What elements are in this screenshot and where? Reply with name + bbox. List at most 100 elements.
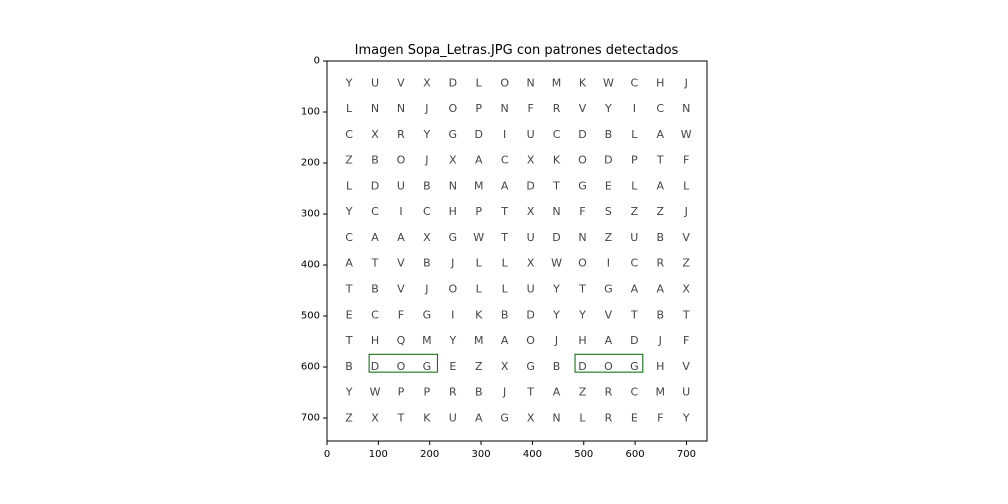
grid-letter: A (345, 257, 353, 270)
grid-letter: W (370, 386, 381, 399)
grid-letter: M (656, 386, 666, 399)
grid-letter: B (423, 179, 431, 192)
grid-letter: Z (631, 205, 639, 218)
grid-letter: T (552, 179, 560, 192)
grid-letter: J (554, 334, 558, 347)
grid-letter: U (630, 231, 638, 244)
grid-letter: A (475, 411, 483, 424)
grid-letter: D (604, 154, 612, 167)
x-tick-label: 200 (420, 449, 439, 460)
chart-title: Imagen Sopa_Letras.JPG con patrones dete… (355, 43, 679, 58)
grid-letter: V (605, 308, 613, 321)
grid-letter: L (476, 257, 483, 270)
grid-letter: K (553, 154, 561, 167)
grid-letter: X (527, 257, 535, 270)
y-tick-label: 0 (314, 56, 320, 67)
grid-letter: A (631, 283, 639, 296)
grid-letter: T (656, 154, 664, 167)
grid-letter: J (684, 205, 688, 218)
grid-letter: O (448, 102, 457, 115)
grid-letter: N (397, 102, 405, 115)
grid-letter: P (631, 154, 638, 167)
grid-letter: Y (682, 411, 690, 424)
grid-letter: B (656, 231, 664, 244)
grid-letter: R (605, 386, 613, 399)
grid-letter: X (501, 360, 509, 373)
grid-letter: M (474, 334, 484, 347)
y-tick-label: 300 (301, 209, 320, 220)
grid-letter: G (500, 411, 509, 424)
grid-letter: J (424, 102, 428, 115)
grid-letter: L (502, 283, 509, 296)
grid-letter: T (500, 231, 508, 244)
grid-letter: A (501, 179, 509, 192)
grid-letter: X (423, 76, 431, 89)
x-tick-label: 500 (574, 449, 593, 460)
grid-letter: Z (345, 154, 353, 167)
grid-letter: L (346, 102, 353, 115)
grid-letter: Z (682, 257, 690, 270)
grid-letter: L (502, 257, 509, 270)
grid-letter: U (397, 179, 405, 192)
grid-letter: F (579, 205, 585, 218)
grid-letter: E (346, 308, 353, 321)
grid-letter: A (397, 231, 405, 244)
grid-letter: T (397, 411, 405, 424)
grid-letter: D (475, 128, 483, 141)
grid-letter: B (553, 360, 561, 373)
grid-letter: H (656, 76, 664, 89)
grid-letter: C (345, 231, 353, 244)
grid-letter: C (656, 102, 664, 115)
grid-letter: G (423, 360, 432, 373)
grid-letter: G (449, 128, 458, 141)
grid-letter: N (552, 411, 560, 424)
grid-letter: J (658, 334, 662, 347)
grid-letter: C (423, 205, 431, 218)
grid-letter: Z (475, 360, 483, 373)
detection-box (368, 353, 438, 373)
grid-letter: Z (345, 411, 353, 424)
grid-letter: N (501, 102, 509, 115)
grid-letter: L (579, 411, 586, 424)
grid-letter: O (578, 154, 587, 167)
grid-letter: C (553, 128, 561, 141)
y-tick-label: 500 (301, 311, 320, 322)
grid-letter: I (399, 205, 402, 218)
grid-letter: Y (345, 386, 353, 399)
grid-letter: G (526, 360, 535, 373)
x-tick-label: 600 (626, 449, 645, 460)
grid-letter: J (424, 283, 428, 296)
grid-letter: A (605, 334, 613, 347)
grid-letter: V (579, 102, 587, 115)
letter-grid: Y U V X D L O N M K W C H JL N N J O P N F R V Y I C NC X R Y G D I U C D B L… (345, 76, 692, 424)
detection-box (574, 353, 644, 373)
grid-letter: O (500, 76, 509, 89)
grid-letter: P (398, 386, 405, 399)
grid-letter: I (607, 257, 610, 270)
grid-letter: F (683, 334, 689, 347)
y-tick-label: 100 (301, 107, 320, 118)
y-tick-label: 600 (301, 362, 320, 373)
grid-letter: G (449, 231, 458, 244)
grid-letter: H (449, 205, 457, 218)
x-tick-label: 400 (523, 449, 542, 460)
grid-letter: Y (552, 283, 560, 296)
x-tick-label: 100 (369, 449, 388, 460)
grid-letter: O (526, 334, 535, 347)
grid-letter: P (475, 205, 482, 218)
grid-letter: D (371, 179, 379, 192)
grid-letter: J (450, 257, 454, 270)
grid-letter: A (657, 283, 665, 296)
grid-letter: D (371, 360, 379, 373)
grid-letter: V (397, 76, 405, 89)
grid-letter: N (552, 205, 560, 218)
grid-letter: B (345, 360, 353, 373)
grid-letter: X (423, 231, 431, 244)
grid-letter: G (423, 308, 432, 321)
grid-letter: A (475, 154, 483, 167)
y-axis-ticks: 0 100 200 300 400 500 600 700 (301, 56, 327, 424)
grid-letter: D (449, 76, 457, 89)
grid-letter: Z (605, 231, 613, 244)
grid-letter: U (371, 76, 379, 89)
grid-letter: E (449, 360, 456, 373)
